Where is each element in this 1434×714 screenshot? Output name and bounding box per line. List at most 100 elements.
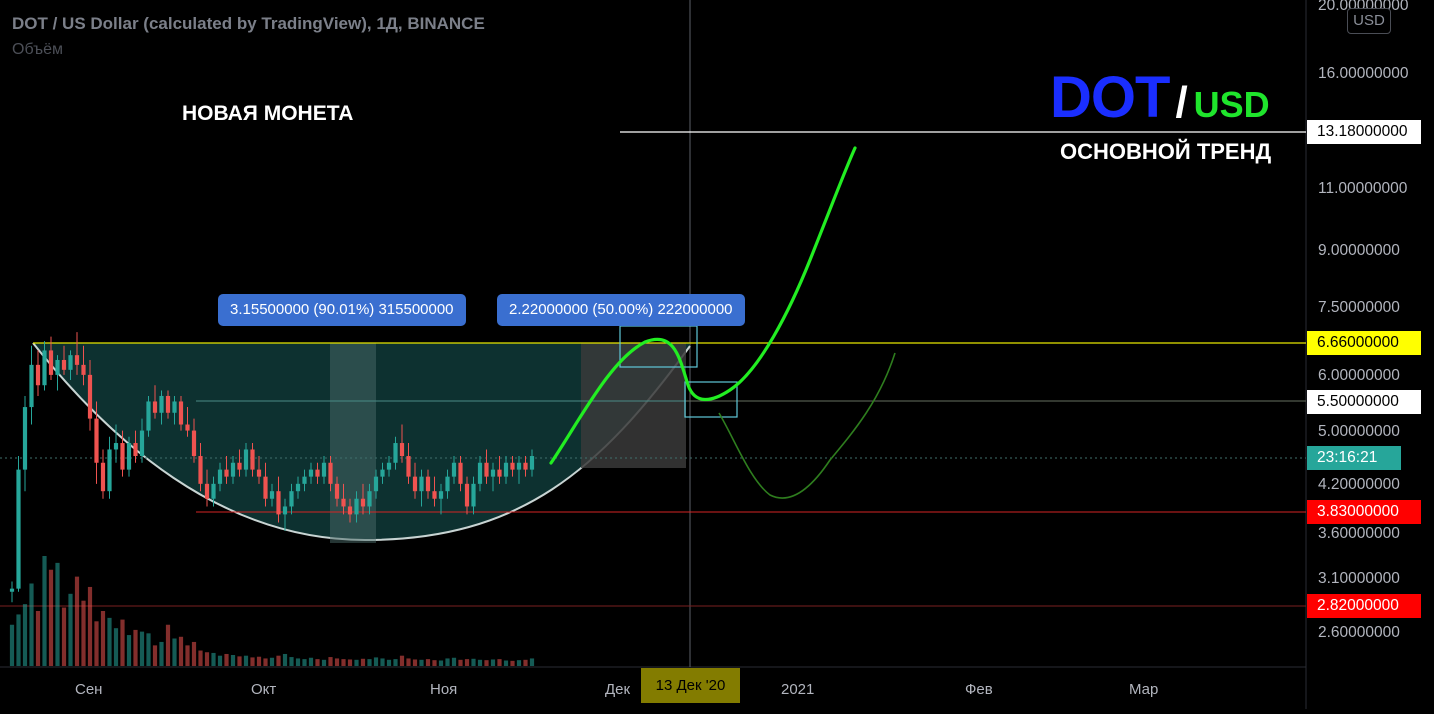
candle-body [211, 483, 216, 499]
price-label-6-66: 6.66000000 [1307, 331, 1421, 355]
volume-bar [425, 659, 431, 666]
candle-body [451, 462, 457, 477]
candle-body [484, 462, 489, 477]
target-box-handle [684, 381, 738, 418]
countdown-label: 23:16:21 [1307, 446, 1401, 470]
candle-body [315, 469, 320, 477]
candle-body [172, 401, 177, 413]
volume-bar [399, 655, 405, 666]
volume-bar [146, 633, 151, 666]
volume-bar [29, 583, 34, 666]
volume-bar [113, 628, 119, 666]
candle-body [217, 469, 223, 484]
candle-body [490, 469, 496, 477]
candle-body [341, 498, 346, 507]
price-tick: 9.00000000 [1318, 242, 1400, 259]
volume-bar [295, 658, 301, 666]
candle-body [334, 483, 340, 499]
time-tick: Фев [965, 681, 993, 698]
volume-bar [347, 659, 353, 666]
candle-body [198, 456, 203, 484]
volume-bar [477, 659, 483, 666]
symbol-title: DOT / US Dollar (calculated by TradingVi… [12, 14, 485, 33]
price-tick: 3.10000000 [1318, 570, 1400, 587]
volume-bar [237, 656, 242, 666]
measure-label-left[interactable]: 3.15500000 (90.01%) 315500000 [218, 294, 466, 326]
volume-bar [68, 593, 73, 666]
candle-body [165, 395, 171, 413]
volume-bar [126, 635, 132, 666]
volume-bar [490, 659, 496, 666]
new-coin-label: НОВАЯ МОНЕТА [182, 102, 354, 125]
volume-bar [81, 600, 86, 666]
currency-button[interactable]: USD [1347, 8, 1391, 34]
candle-body [100, 462, 106, 492]
forecast-main-path [549, 146, 857, 465]
candle-body [9, 588, 15, 592]
candle-body [230, 462, 236, 477]
candle-body [224, 469, 229, 477]
volume-bar [529, 658, 535, 666]
volume-bar [107, 617, 112, 666]
candle-body [289, 491, 294, 507]
candle-body [419, 476, 424, 492]
candle-body [464, 483, 470, 507]
volume-bar [230, 655, 236, 666]
volume-bar [178, 636, 184, 666]
measure-label-right[interactable]: 2.22000000 (50.00%) 222000000 [497, 294, 745, 326]
candle-body [139, 430, 145, 457]
volume-bar [159, 641, 164, 666]
time-tick: Мар [1129, 681, 1159, 698]
candle-body [133, 443, 138, 457]
candle-body [497, 469, 502, 477]
volume-bar [406, 658, 411, 666]
price-axis[interactable]: 20.00000000 16.00000000 11.00000000 9.00… [1318, 0, 1409, 641]
candle-body [87, 374, 93, 419]
volume-bar [185, 645, 190, 666]
volume-bar [354, 659, 359, 666]
volume-bar [48, 569, 54, 666]
volume-bar [516, 660, 522, 666]
volume-indicator-label[interactable]: Объём [12, 41, 63, 58]
candle-body [347, 506, 353, 515]
volume-bar [139, 631, 145, 666]
volume-bar [191, 641, 197, 666]
volume-bar [438, 660, 444, 666]
candle-body [81, 364, 86, 375]
candle-body [61, 359, 67, 370]
price-label-2-82: 2.82000000 [1307, 594, 1421, 618]
candle-body [16, 469, 21, 589]
volume-bar [165, 624, 171, 666]
volume-bar [269, 657, 275, 666]
volume-bar [334, 658, 340, 666]
pair-quote-text: USD [1193, 84, 1270, 125]
candle-body [425, 476, 431, 492]
price-tick: 3.60000000 [1318, 525, 1400, 542]
volume-bar [523, 659, 528, 666]
volume-bar [393, 659, 398, 666]
volume-bar [315, 659, 320, 666]
candle-body [477, 462, 483, 484]
candle-body [48, 350, 54, 375]
volume-bar [61, 607, 67, 666]
candle-body [113, 443, 119, 450]
target-box-top [619, 325, 698, 368]
main-trend-label: ОСНОВНОЙ ТРЕНД [1060, 139, 1272, 164]
candle-body [445, 476, 450, 492]
candle-body [263, 476, 268, 499]
candle-body [276, 491, 281, 515]
price-tick: 6.00000000 [1318, 367, 1400, 384]
volume-bar [503, 660, 509, 666]
volume-bar [224, 653, 229, 666]
candle-body [152, 401, 158, 413]
candle-body [295, 483, 301, 492]
volume-bar [412, 659, 418, 666]
volume-bar [373, 657, 379, 666]
volume-bar [22, 604, 28, 666]
volume-bar [484, 660, 489, 666]
candle-body [360, 498, 366, 507]
volume-bar [211, 652, 216, 666]
candle-body [204, 483, 210, 499]
